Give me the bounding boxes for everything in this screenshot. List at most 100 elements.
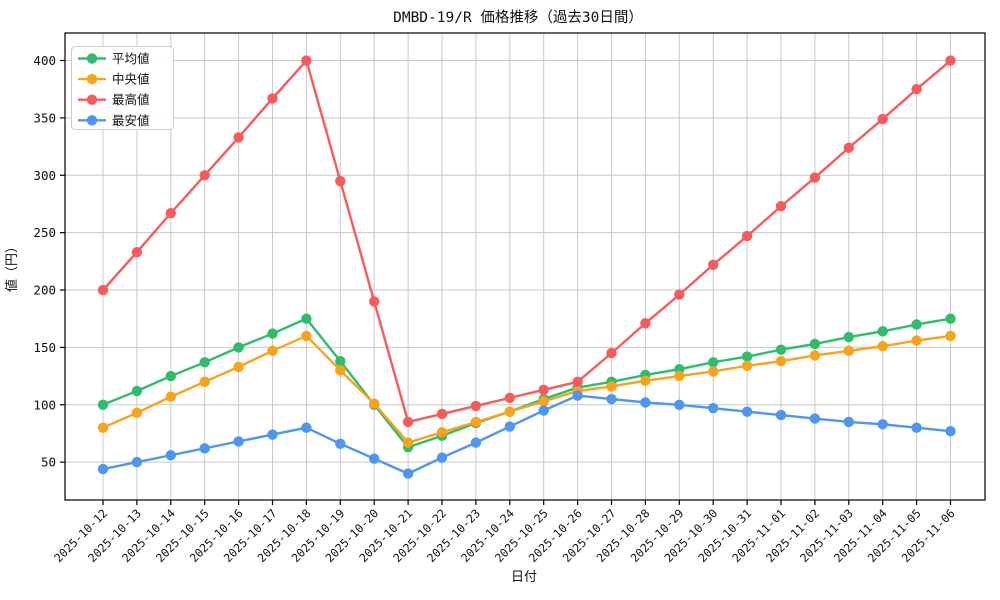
data-point-median	[538, 396, 549, 407]
data-point-max	[470, 400, 482, 412]
data-point-average	[335, 355, 346, 367]
data-point-max	[165, 207, 176, 219]
data-point-median	[233, 361, 244, 373]
data-point-max	[436, 408, 448, 420]
data-point-median	[843, 345, 854, 357]
axes: 501001502002503003504002025-10-122025-10…	[33, 32, 986, 565]
y-tick-label: 250	[33, 225, 56, 240]
data-point-min	[877, 419, 888, 430]
data-point-average	[131, 385, 143, 397]
data-point-median	[97, 422, 109, 433]
data-point-median	[369, 398, 380, 409]
series-line-min	[102, 394, 951, 475]
data-point-average	[301, 313, 312, 324]
legend-marker-icon	[86, 115, 98, 126]
data-point-min	[775, 409, 787, 421]
data-point-max	[97, 284, 109, 296]
data-point-min	[741, 406, 753, 417]
legend-marker-icon	[86, 73, 98, 85]
data-point-median	[470, 416, 482, 428]
legend-item-average: 平均値	[78, 51, 150, 66]
data-point-median	[436, 427, 448, 438]
legend-item-min: 最安値	[78, 113, 150, 128]
legend-box	[71, 46, 174, 130]
data-point-max	[843, 142, 854, 153]
data-point-median	[606, 381, 617, 392]
legend-label: 中央値	[112, 72, 150, 87]
data-point-max	[504, 392, 515, 404]
y-tick-label: 400	[33, 53, 56, 68]
data-point-min	[436, 452, 448, 463]
series-lines	[97, 55, 956, 479]
series-line-median	[102, 334, 951, 444]
gridlines	[65, 33, 985, 500]
data-point-min	[335, 438, 346, 449]
data-point-max	[674, 289, 685, 300]
chart-title: DMBD-19/R 価格推移（過去30日間）	[393, 9, 643, 26]
data-point-median	[911, 335, 922, 346]
data-point-max	[131, 246, 143, 258]
legend-label: 平均値	[112, 51, 150, 66]
data-point-max	[945, 55, 956, 66]
legend-label: 最高値	[112, 92, 150, 107]
y-tick-label: 50	[41, 455, 56, 470]
data-point-min	[97, 463, 109, 475]
data-point-min	[809, 413, 821, 424]
data-point-median	[335, 365, 346, 376]
data-point-average	[843, 331, 854, 343]
series-median	[97, 330, 956, 448]
data-point-min	[538, 405, 549, 416]
data-point-min	[301, 422, 312, 433]
series-average	[97, 313, 956, 453]
data-point-median	[741, 360, 753, 371]
plot-border	[64, 32, 986, 501]
data-point-median	[402, 437, 414, 448]
data-point-median	[775, 355, 787, 367]
data-point-average	[809, 338, 821, 350]
data-point-median	[640, 375, 651, 386]
data-point-max	[402, 416, 414, 428]
data-point-max	[809, 172, 821, 183]
data-point-max	[606, 347, 617, 359]
data-point-median	[945, 330, 956, 342]
data-point-average	[165, 370, 176, 382]
data-point-min	[674, 399, 685, 410]
data-point-median	[708, 366, 719, 377]
data-point-median	[165, 391, 176, 402]
x-axis-label: 日付	[511, 570, 537, 585]
data-point-average	[775, 344, 787, 355]
data-point-median	[301, 330, 312, 342]
data-point-average	[267, 328, 278, 339]
y-tick-label: 350	[33, 110, 56, 125]
data-point-min	[708, 403, 719, 414]
data-point-max	[267, 93, 278, 104]
data-point-average	[877, 326, 888, 337]
data-point-median	[131, 407, 143, 418]
data-point-median	[809, 350, 821, 361]
data-point-min	[199, 443, 210, 454]
data-point-max	[640, 318, 651, 329]
data-point-max	[741, 230, 753, 242]
data-point-max	[233, 132, 244, 143]
data-point-max	[708, 259, 719, 270]
data-point-average	[199, 357, 210, 368]
data-point-average	[911, 319, 922, 330]
data-point-max	[199, 170, 210, 181]
data-point-median	[504, 406, 515, 417]
legend-label: 最安値	[112, 113, 150, 128]
data-point-max	[877, 113, 888, 125]
data-point-median	[674, 370, 685, 382]
y-axis-label: 値（円）	[4, 240, 20, 292]
data-point-min	[911, 422, 922, 433]
series-line-max	[102, 59, 952, 424]
legend-marker-icon	[86, 53, 98, 64]
series-min	[97, 390, 956, 479]
data-point-min	[572, 390, 583, 401]
data-point-max	[911, 84, 922, 95]
data-point-min	[843, 416, 854, 428]
data-point-min	[165, 450, 176, 461]
data-point-min	[945, 425, 956, 437]
